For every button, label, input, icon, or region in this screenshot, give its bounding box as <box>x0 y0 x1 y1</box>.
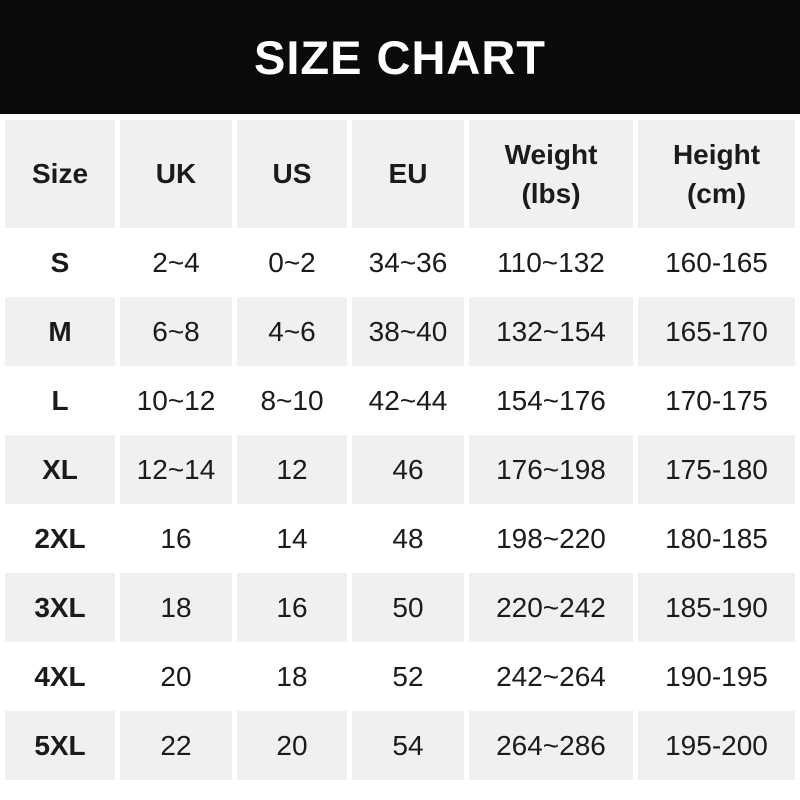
size-label: 4XL <box>5 642 115 711</box>
cell-height: 160-165 <box>638 228 795 297</box>
column-header-eu: EU <box>352 120 464 228</box>
cell-eu: 54 <box>352 711 464 780</box>
cell-height: 190-195 <box>638 642 795 711</box>
cell-uk: 10~12 <box>120 366 232 435</box>
cell-height: 165-170 <box>638 297 795 366</box>
column-header-us: US <box>237 120 347 228</box>
cell-weight: 132~154 <box>469 297 633 366</box>
table-header: Size UK US EU Weight (lbs) Height (cm) <box>5 120 795 228</box>
cell-uk: 18 <box>120 573 232 642</box>
cell-us: 0~2 <box>237 228 347 297</box>
cell-uk: 12~14 <box>120 435 232 504</box>
cell-eu: 34~36 <box>352 228 464 297</box>
size-label: L <box>5 366 115 435</box>
cell-us: 16 <box>237 573 347 642</box>
cell-height: 180-185 <box>638 504 795 573</box>
cell-eu: 46 <box>352 435 464 504</box>
table-row-2xl: 2XL 16 14 48 198~220 180-185 <box>5 504 795 573</box>
cell-weight: 264~286 <box>469 711 633 780</box>
cell-us: 20 <box>237 711 347 780</box>
cell-weight: 220~242 <box>469 573 633 642</box>
title-bar: SIZE CHART <box>0 0 800 114</box>
cell-eu: 42~44 <box>352 366 464 435</box>
table-header-row: Size UK US EU Weight (lbs) Height (cm) <box>5 120 795 228</box>
cell-us: 4~6 <box>237 297 347 366</box>
cell-eu: 50 <box>352 573 464 642</box>
table-row-l: L 10~12 8~10 42~44 154~176 170-175 <box>5 366 795 435</box>
page-title: SIZE CHART <box>254 30 546 84</box>
cell-weight: 154~176 <box>469 366 633 435</box>
table-row-xl: XL 12~14 12 46 176~198 175-180 <box>5 435 795 504</box>
table-row-m: M 6~8 4~6 38~40 132~154 165-170 <box>5 297 795 366</box>
table-row-4xl: 4XL 20 18 52 242~264 190-195 <box>5 642 795 711</box>
size-chart-table: Size UK US EU Weight (lbs) Height (cm) S… <box>0 120 800 780</box>
cell-height: 185-190 <box>638 573 795 642</box>
cell-height: 175-180 <box>638 435 795 504</box>
cell-us: 12 <box>237 435 347 504</box>
cell-weight: 242~264 <box>469 642 633 711</box>
cell-eu: 38~40 <box>352 297 464 366</box>
cell-height: 170-175 <box>638 366 795 435</box>
cell-weight: 176~198 <box>469 435 633 504</box>
cell-uk: 22 <box>120 711 232 780</box>
cell-eu: 52 <box>352 642 464 711</box>
table-body: S 2~4 0~2 34~36 110~132 160-165 M 6~8 4~… <box>5 228 795 780</box>
cell-uk: 2~4 <box>120 228 232 297</box>
size-label: 5XL <box>5 711 115 780</box>
cell-height: 195-200 <box>638 711 795 780</box>
size-label: 3XL <box>5 573 115 642</box>
cell-weight: 110~132 <box>469 228 633 297</box>
cell-us: 18 <box>237 642 347 711</box>
column-header-height: Height (cm) <box>638 120 795 228</box>
cell-us: 8~10 <box>237 366 347 435</box>
size-label: 2XL <box>5 504 115 573</box>
column-header-weight: Weight (lbs) <box>469 120 633 228</box>
cell-uk: 6~8 <box>120 297 232 366</box>
cell-uk: 20 <box>120 642 232 711</box>
size-label: S <box>5 228 115 297</box>
cell-eu: 48 <box>352 504 464 573</box>
table-row-s: S 2~4 0~2 34~36 110~132 160-165 <box>5 228 795 297</box>
size-label: M <box>5 297 115 366</box>
column-header-uk: UK <box>120 120 232 228</box>
column-header-size: Size <box>5 120 115 228</box>
cell-weight: 198~220 <box>469 504 633 573</box>
cell-us: 14 <box>237 504 347 573</box>
size-label: XL <box>5 435 115 504</box>
cell-uk: 16 <box>120 504 232 573</box>
table-row-3xl: 3XL 18 16 50 220~242 185-190 <box>5 573 795 642</box>
table-row-5xl: 5XL 22 20 54 264~286 195-200 <box>5 711 795 780</box>
